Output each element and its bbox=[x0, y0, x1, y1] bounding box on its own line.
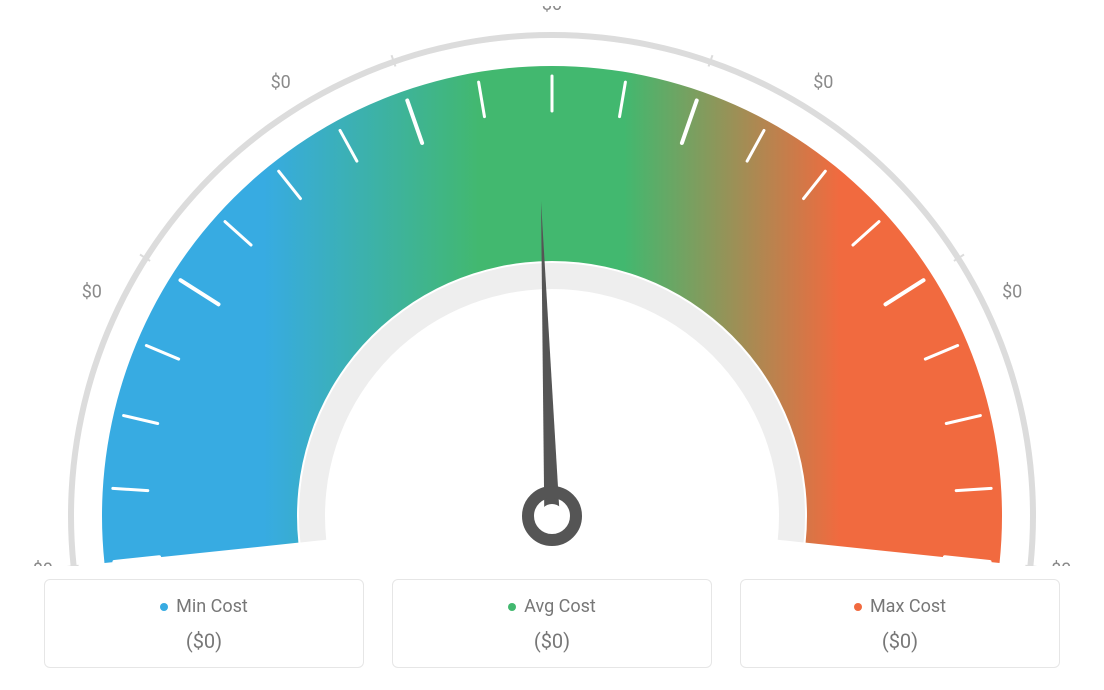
gauge-scale-label: $0 bbox=[271, 72, 291, 93]
legend-text-min: Min Cost bbox=[176, 596, 248, 617]
gauge-scale-label: $0 bbox=[813, 72, 833, 93]
legend-dot-min bbox=[160, 603, 168, 611]
gauge-scale-label: $0 bbox=[82, 282, 102, 303]
legend-value-min: ($0) bbox=[57, 629, 351, 653]
gauge-scale-label: $0 bbox=[33, 560, 53, 566]
legend-dot-max bbox=[854, 603, 862, 611]
gauge-scale-label: $0 bbox=[542, 6, 562, 15]
legend-row: Min Cost ($0) Avg Cost ($0) Max Cost ($0… bbox=[0, 579, 1104, 669]
legend-label-max: Max Cost bbox=[854, 596, 946, 617]
legend-label-min: Min Cost bbox=[160, 596, 248, 617]
chart-container: $0 $0 $0 $0 $0 $0 $0 Min Cost ($0) Avg Cost ($… bbox=[0, 0, 1104, 690]
legend-value-avg: ($0) bbox=[405, 629, 699, 653]
gauge-scale-label: $0 bbox=[1051, 560, 1071, 566]
legend-dot-avg bbox=[508, 603, 516, 611]
legend-card-min: Min Cost ($0) bbox=[44, 579, 364, 669]
legend-text-avg: Avg Cost bbox=[524, 596, 596, 617]
legend-card-avg: Avg Cost ($0) bbox=[392, 579, 712, 669]
legend-value-max: ($0) bbox=[753, 629, 1047, 653]
gauge-chart: $0 $0 $0 $0 $0 $0 $0 bbox=[0, 6, 1104, 570]
gauge-scale-label: $0 bbox=[1002, 282, 1022, 303]
legend-label-avg: Avg Cost bbox=[508, 596, 596, 617]
legend-text-max: Max Cost bbox=[870, 596, 946, 617]
legend-card-max: Max Cost ($0) bbox=[740, 579, 1060, 669]
